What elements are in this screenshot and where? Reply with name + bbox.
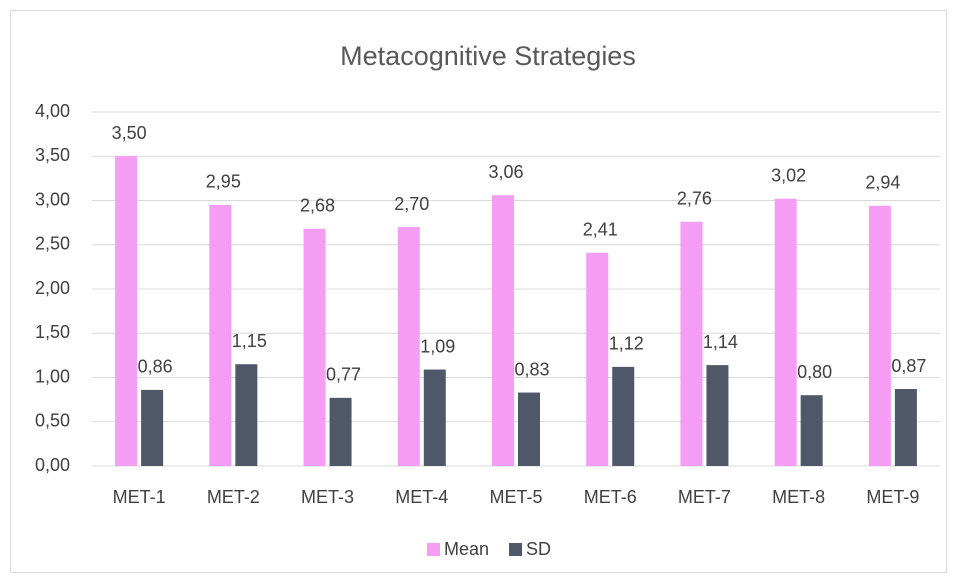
bar bbox=[329, 397, 352, 466]
data-label: 0,86 bbox=[138, 357, 173, 377]
bar bbox=[894, 389, 917, 466]
bar bbox=[706, 365, 729, 466]
bar bbox=[680, 221, 703, 466]
bar bbox=[141, 389, 164, 466]
bar bbox=[303, 228, 326, 466]
y-tick-label: 0,50 bbox=[35, 411, 70, 431]
x-tick-label: MET-2 bbox=[207, 487, 260, 507]
data-label: 2,76 bbox=[677, 188, 712, 208]
data-label: 0,87 bbox=[891, 356, 926, 376]
data-label: 3,06 bbox=[488, 162, 523, 182]
bar bbox=[235, 364, 258, 466]
legend-label: SD bbox=[526, 539, 551, 559]
data-label: 1,09 bbox=[420, 336, 455, 356]
data-label: 1,14 bbox=[703, 332, 738, 352]
legend-swatch bbox=[427, 543, 440, 556]
x-tick-label: MET-1 bbox=[113, 487, 166, 507]
legend-label: Mean bbox=[444, 539, 489, 559]
bar bbox=[868, 205, 891, 466]
y-tick-label: 1,00 bbox=[35, 366, 70, 386]
legend-swatch bbox=[509, 543, 523, 556]
bar bbox=[800, 395, 823, 466]
x-tick-label: MET-3 bbox=[301, 487, 354, 507]
x-tick-label: MET-6 bbox=[584, 487, 637, 507]
data-label: 3,02 bbox=[771, 165, 806, 185]
y-tick-label: 3,00 bbox=[35, 189, 70, 209]
x-tick-label: MET-9 bbox=[866, 487, 919, 507]
chart-title: Metacognitive Strategies bbox=[340, 41, 636, 71]
x-tick-label: MET-7 bbox=[678, 487, 731, 507]
data-label: 2,41 bbox=[583, 219, 618, 239]
bar bbox=[774, 198, 797, 467]
bar bbox=[115, 156, 138, 466]
data-label: 0,83 bbox=[514, 359, 549, 379]
data-label: 1,15 bbox=[232, 331, 267, 351]
y-tick-label: 1,50 bbox=[35, 322, 70, 342]
data-label: 0,80 bbox=[797, 362, 832, 382]
data-label: 2,70 bbox=[394, 194, 429, 214]
bar bbox=[586, 252, 609, 466]
x-tick-label: MET-5 bbox=[489, 487, 542, 507]
y-tick-label: 0,00 bbox=[35, 455, 70, 475]
y-tick-label: 3,50 bbox=[35, 145, 70, 165]
data-label: 1,12 bbox=[609, 334, 644, 354]
bar bbox=[397, 227, 420, 466]
bar bbox=[518, 392, 540, 466]
data-label: 2,95 bbox=[206, 172, 241, 192]
bar bbox=[209, 204, 232, 467]
data-label: 0,77 bbox=[326, 365, 361, 385]
data-label: 2,68 bbox=[300, 196, 335, 216]
bar bbox=[612, 366, 635, 466]
bar bbox=[423, 369, 446, 466]
bar bbox=[492, 195, 514, 466]
y-tick-label: 2,50 bbox=[35, 234, 70, 254]
data-label: 3,50 bbox=[112, 123, 147, 143]
y-tick-label: 2,00 bbox=[35, 278, 70, 298]
data-label: 2,94 bbox=[865, 173, 900, 193]
x-tick-label: MET-4 bbox=[395, 487, 448, 507]
y-tick-label: 4,00 bbox=[35, 101, 70, 121]
x-tick-label: MET-8 bbox=[772, 487, 825, 507]
